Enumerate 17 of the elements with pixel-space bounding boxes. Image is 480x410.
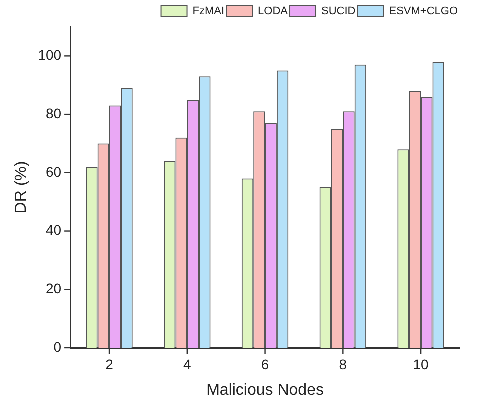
- y-tick-label: 60: [46, 164, 62, 180]
- y-axis-title: DR (%): [13, 161, 30, 214]
- legend-label: ESVM+CLGO: [389, 6, 458, 18]
- legend-label: SUCID: [322, 6, 356, 18]
- y-tick-label: 40: [46, 222, 62, 238]
- x-tick-label: 2: [106, 356, 114, 372]
- legend-label: LODA: [258, 6, 289, 18]
- y-tick-label: 0: [54, 338, 62, 355]
- x-tick-label: 4: [183, 356, 192, 372]
- y-tick-label: 80: [46, 105, 62, 122]
- legend-label: FzMAI: [192, 6, 225, 18]
- x-tick-label: 8: [339, 356, 348, 372]
- y-tick-label: 20: [46, 280, 62, 296]
- x-tick-label: 10: [413, 356, 430, 372]
- y-tick-label: 100: [38, 47, 62, 64]
- x-tick-label: 6: [261, 356, 270, 372]
- x-axis-title: Malicious Nodes: [206, 382, 324, 399]
